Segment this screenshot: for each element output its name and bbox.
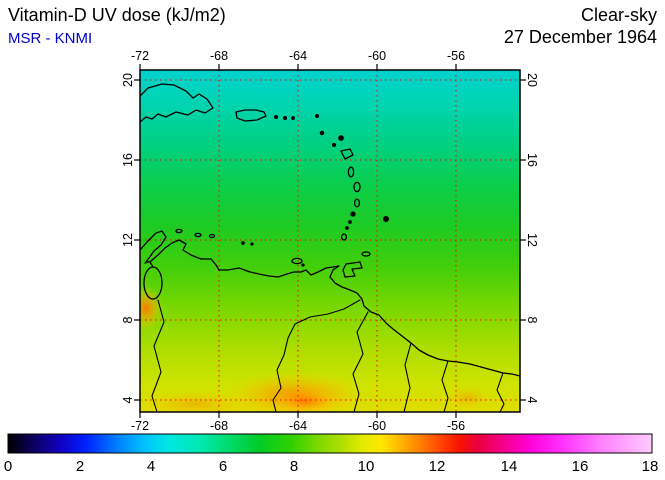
lat-tick-label: 16: [525, 153, 539, 167]
colorbar-tick-label: 6: [219, 458, 227, 475]
date-label: 27 December 1964: [503, 27, 657, 47]
lat-tick-label: 16: [121, 153, 135, 167]
island-grenada: [340, 233, 348, 241]
colorbar-tick-label: 12: [429, 458, 446, 475]
colorbar-tick-label: 4: [147, 458, 155, 475]
coastline-hispaniola: [140, 83, 214, 123]
lat-tick-label: 12: [525, 233, 539, 247]
lon-tick-label: -56: [447, 49, 465, 63]
island-tobago: [361, 251, 371, 257]
island-dot: [315, 114, 319, 118]
island-dot: [319, 130, 325, 136]
island-dot: [291, 116, 295, 120]
island-dot: [273, 114, 279, 120]
colorbar: [7, 433, 653, 454]
lat-axis-left: 20 16 12 8 4: [121, 73, 135, 403]
river-essequibo: [403, 342, 412, 412]
lon-tick-label: -72: [131, 49, 149, 63]
lon-tick-label: -68: [210, 49, 228, 63]
lake-maracaibo-strait: [149, 261, 154, 268]
lon-tick-label: -60: [368, 49, 386, 63]
coastline-south-america: [140, 230, 520, 377]
island-margarita: [291, 257, 303, 265]
island-curacao: [194, 232, 202, 238]
island-dot: [241, 241, 245, 245]
border-suriname-guiana: [496, 372, 505, 412]
lon-tick-label: -60: [368, 419, 386, 433]
island-guadeloupe: [340, 148, 354, 160]
uv-dose-field: [140, 70, 520, 412]
coastlines: [140, 83, 520, 412]
island-aruba: [175, 228, 183, 234]
colorbar-tick-label: 10: [358, 458, 375, 475]
hotspot-south-core: [272, 388, 338, 412]
lat-tick-label: 4: [121, 396, 135, 403]
lon-tick-label: -72: [131, 419, 149, 433]
border-venezuela-guyana: [352, 311, 369, 412]
colorbar-tick-label: 8: [290, 458, 298, 475]
source-label: MSR - KNMI: [8, 30, 93, 47]
island-dot: [331, 142, 337, 148]
axis-ticks: [134, 64, 526, 418]
lat-tick-label: 8: [121, 316, 135, 323]
river-orinoco: [272, 299, 361, 412]
lat-tick-label: 20: [121, 73, 135, 87]
colorbar-tick-label: 16: [572, 458, 589, 475]
borders-rivers: [151, 299, 505, 412]
map-frame: [139, 69, 521, 413]
island-trinidad: [342, 261, 363, 278]
lon-axis-top: -72 -68 -64 -60 -56: [131, 49, 465, 63]
island-barbados: [382, 215, 390, 223]
island-dot: [250, 242, 254, 246]
colorbar-tick-label: 2: [76, 458, 84, 475]
lat-axis-right: 20 16 12 8 4: [525, 73, 539, 403]
lat-tick-label: 12: [121, 233, 135, 247]
island-dot: [282, 115, 288, 121]
lon-tick-label: -68: [210, 419, 228, 433]
hotspot-southeast: [444, 386, 492, 410]
lon-tick-label: -64: [289, 49, 307, 63]
colorbar-tick-label: 0: [4, 458, 12, 475]
border-guyana-suriname: [441, 360, 449, 412]
colorbar-tick-label: 14: [501, 458, 518, 475]
island-dot: [301, 263, 305, 267]
lat-tick-label: 20: [525, 73, 539, 87]
lat-tick-label: 4: [525, 397, 539, 404]
graticule: [140, 70, 520, 412]
island-martinique: [353, 181, 361, 193]
coastline-puerto-rico: [235, 109, 267, 122]
island-st-lucia: [353, 198, 361, 208]
island-dots: [241, 114, 390, 267]
island-dot: [348, 220, 352, 224]
island-dot: [345, 226, 349, 230]
island-antigua: [338, 135, 344, 141]
colorbar-labels: 0 2 4 6 8 10 12 14 16 18: [4, 458, 659, 475]
lon-tick-label: -64: [289, 419, 307, 433]
plot-title: Vitamin-D UV dose (kJ/m2): [8, 5, 226, 25]
colorbar-tick-label: 18: [642, 458, 659, 475]
island-dominica: [347, 166, 355, 178]
island-bonaire: [208, 233, 216, 239]
sky-condition-label: Clear-sky: [580, 5, 657, 25]
lon-axis-bottom: -72 -68 -64 -60 -56: [131, 419, 465, 433]
border-colombia-venezuela: [151, 299, 165, 412]
island-st-vincent: [350, 211, 356, 217]
lon-tick-label: -56: [447, 419, 465, 433]
hotspot-southwest: [140, 390, 250, 412]
lat-tick-label: 8: [525, 317, 539, 324]
